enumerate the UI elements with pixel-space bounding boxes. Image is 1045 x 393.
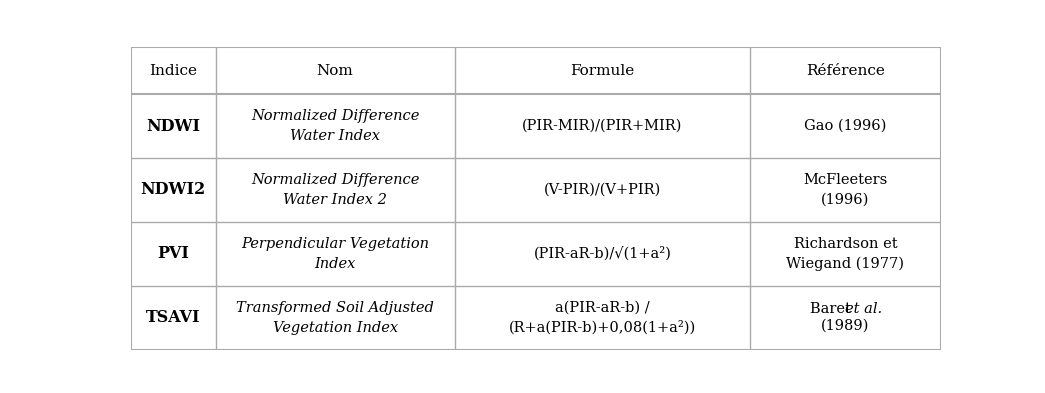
Text: (V-PIR)/(V+PIR): (V-PIR)/(V+PIR) (543, 183, 661, 197)
Text: Référence: Référence (806, 64, 885, 77)
Text: Nom: Nom (317, 64, 353, 77)
Text: (1989): (1989) (821, 319, 869, 333)
Text: TSAVI: TSAVI (146, 309, 201, 326)
Text: McFleeters
(1996): McFleeters (1996) (804, 173, 887, 207)
Text: Normalized Difference
Water Index 2: Normalized Difference Water Index 2 (251, 173, 419, 207)
Text: Transformed Soil Adjusted
Vegetation Index: Transformed Soil Adjusted Vegetation Ind… (236, 301, 434, 334)
Text: Formule: Formule (571, 64, 634, 77)
Text: Gao (1996): Gao (1996) (805, 119, 886, 133)
Text: a(PIR-aR-b) /
(R+a(PIR-b)+0,08(1+a²)): a(PIR-aR-b) / (R+a(PIR-b)+0,08(1+a²)) (509, 301, 696, 335)
Text: Baret: Baret (810, 303, 856, 316)
Text: (PIR-MIR)/(PIR+MIR): (PIR-MIR)/(PIR+MIR) (522, 119, 682, 133)
Text: NDWI: NDWI (146, 118, 201, 134)
Text: Richardson et
Wiegand (1977): Richardson et Wiegand (1977) (786, 237, 904, 271)
Text: et al.: et al. (845, 303, 882, 316)
Text: Perpendicular Vegetation
Index: Perpendicular Vegetation Index (241, 237, 429, 271)
Text: Normalized Difference
Water Index: Normalized Difference Water Index (251, 109, 419, 143)
Text: PVI: PVI (157, 245, 189, 263)
Text: NDWI2: NDWI2 (140, 182, 206, 198)
Text: Indice: Indice (149, 64, 198, 77)
Text: (PIR-aR-b)/√(1+a²): (PIR-aR-b)/√(1+a²) (533, 247, 671, 261)
